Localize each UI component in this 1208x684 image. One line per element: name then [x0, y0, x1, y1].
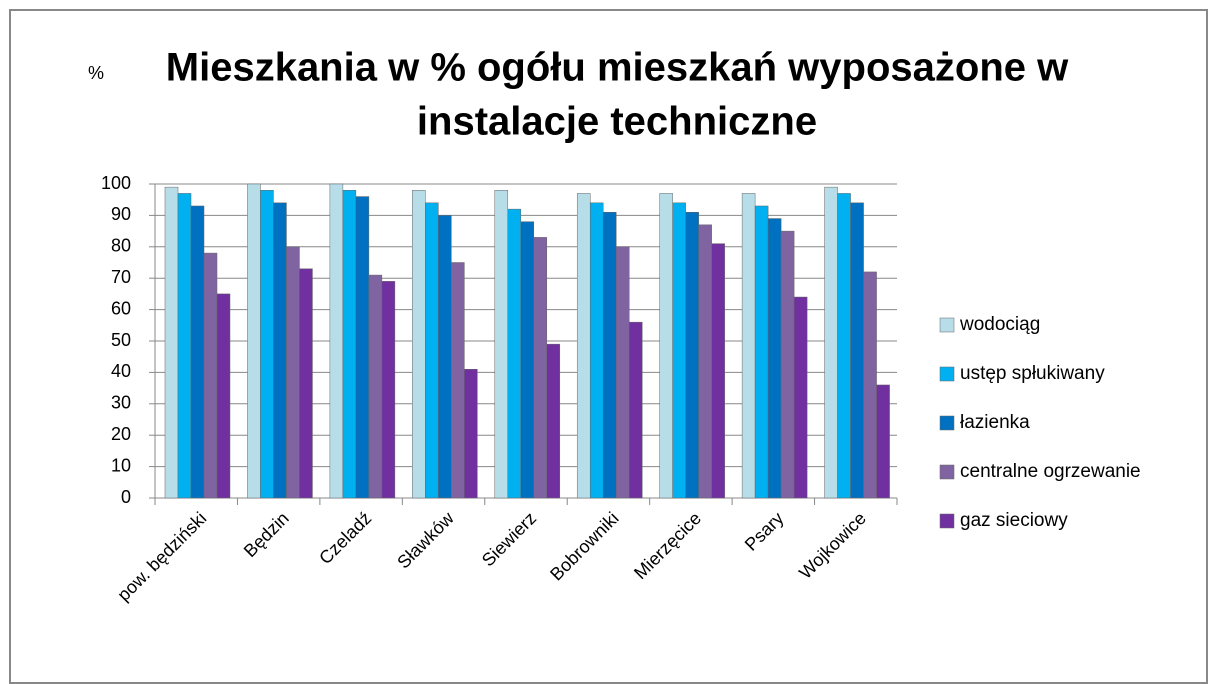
bar — [754, 205, 769, 499]
bar — [286, 246, 300, 499]
bar — [247, 183, 261, 499]
bar — [438, 215, 452, 499]
y-tick-label: 10 — [111, 455, 131, 475]
bar — [368, 274, 383, 499]
bar — [329, 183, 344, 499]
y-tick-label: 40 — [111, 361, 131, 381]
y-tick-label: 0 — [121, 487, 131, 507]
bar — [602, 212, 617, 499]
bar — [355, 196, 370, 499]
bar — [824, 186, 838, 499]
bar — [685, 212, 699, 499]
y-tick-label: 70 — [111, 267, 131, 287]
bar — [520, 221, 535, 499]
bar — [273, 202, 287, 499]
bar — [190, 205, 205, 499]
bar — [850, 202, 864, 499]
y-tick-label: 50 — [111, 330, 131, 350]
y-tick-label: 20 — [111, 424, 131, 444]
bar — [793, 296, 808, 499]
legend-swatch — [939, 366, 955, 382]
legend-swatch — [939, 415, 955, 431]
legend-swatch — [939, 464, 955, 480]
chart-title: instalacje techniczne — [417, 100, 817, 144]
bar — [260, 190, 274, 499]
bar — [876, 384, 890, 499]
legend-swatch — [939, 317, 955, 333]
bar — [342, 190, 357, 499]
y-tick-label: 80 — [111, 236, 131, 256]
bar — [381, 281, 396, 499]
y-tick-label: 30 — [111, 393, 131, 413]
chart-title: Mieszkania w % ogółu mieszkań wyposażone… — [166, 46, 1069, 90]
y-tick-label: 100 — [101, 173, 131, 193]
bar — [741, 193, 756, 499]
bar — [412, 190, 426, 499]
bar — [698, 224, 712, 499]
legend-label: centralne ogrzewanie — [960, 461, 1141, 482]
bar — [164, 186, 179, 499]
bar — [589, 202, 604, 499]
bar — [451, 262, 465, 499]
bar — [615, 246, 630, 499]
bar — [533, 237, 548, 499]
legend-label: łazienka — [960, 412, 1030, 433]
legend-label: gaz sieciowy — [960, 510, 1068, 531]
bar — [767, 218, 782, 499]
bar — [546, 343, 561, 499]
legend-swatch — [939, 513, 955, 529]
bar — [863, 271, 877, 499]
bar — [628, 321, 643, 499]
y-label: % — [88, 63, 104, 83]
bar — [425, 202, 439, 499]
legend-label: wodociąg — [959, 314, 1040, 335]
bar — [299, 268, 313, 499]
y-tick-label: 60 — [111, 298, 131, 318]
bar — [780, 230, 795, 499]
bar — [672, 202, 686, 499]
bar — [837, 193, 851, 499]
bar — [464, 369, 478, 499]
legend-label: ustęp spłukiwany — [960, 363, 1105, 384]
bar — [203, 252, 218, 499]
bar — [507, 208, 522, 499]
bar — [576, 193, 591, 499]
bar — [711, 243, 725, 499]
bar — [659, 193, 673, 499]
y-tick-label: 90 — [111, 204, 131, 224]
bar — [177, 193, 192, 499]
bar — [216, 293, 231, 499]
bar — [494, 190, 509, 499]
